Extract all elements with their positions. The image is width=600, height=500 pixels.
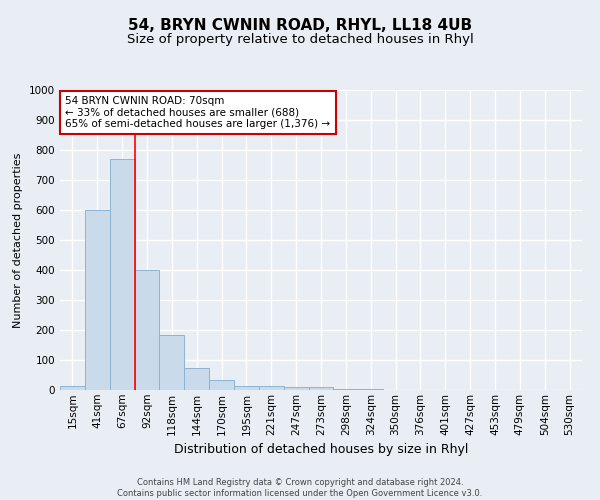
Bar	[259, 386, 284, 390]
Bar	[284, 387, 308, 390]
Bar	[160, 334, 184, 390]
Text: 54 BRYN CWNIN ROAD: 70sqm
← 33% of detached houses are smaller (688)
65% of semi: 54 BRYN CWNIN ROAD: 70sqm ← 33% of detac…	[65, 96, 331, 129]
Bar	[209, 380, 234, 390]
Text: Contains HM Land Registry data © Crown copyright and database right 2024.
Contai: Contains HM Land Registry data © Crown c…	[118, 478, 482, 498]
Bar	[184, 368, 209, 390]
Bar	[60, 386, 85, 390]
Text: 54, BRYN CWNIN ROAD, RHYL, LL18 4UB: 54, BRYN CWNIN ROAD, RHYL, LL18 4UB	[128, 18, 472, 32]
Bar	[334, 388, 358, 390]
Bar	[308, 387, 334, 390]
Bar	[234, 386, 259, 390]
Bar	[85, 210, 110, 390]
X-axis label: Distribution of detached houses by size in Rhyl: Distribution of detached houses by size …	[174, 443, 468, 456]
Y-axis label: Number of detached properties: Number of detached properties	[13, 152, 23, 328]
Text: Size of property relative to detached houses in Rhyl: Size of property relative to detached ho…	[127, 32, 473, 46]
Bar	[134, 270, 160, 390]
Bar	[110, 159, 134, 390]
